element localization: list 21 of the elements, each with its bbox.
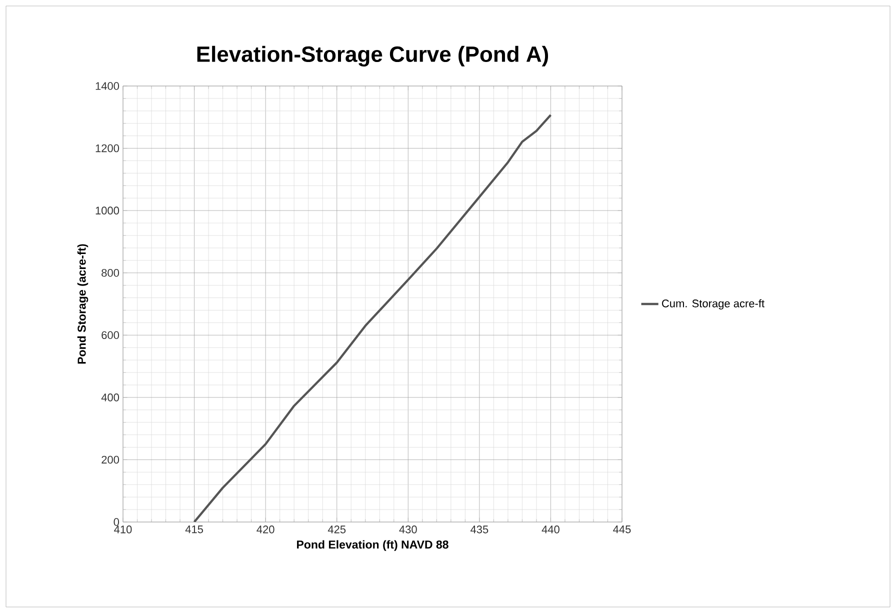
y-tick-label: 1000	[96, 206, 120, 214]
x-tick-label: 435	[470, 526, 488, 534]
chart-title: Elevation-Storage Curve (Pond A)	[197, 46, 548, 66]
y-tick-label: 0	[114, 518, 120, 526]
y-tick-label: 200	[102, 456, 120, 464]
x-tick-label: 420	[256, 526, 274, 534]
x-tick-label: 415	[185, 526, 203, 534]
x-tick-label: 410	[114, 526, 132, 534]
y-tick-label: 1200	[96, 144, 120, 152]
y-tick-label: 1400	[96, 82, 120, 90]
x-axis-title: Pond Elevation (ft) NAVD 88	[297, 540, 448, 551]
x-tick-label: 440	[542, 526, 560, 534]
y-tick-label: 400	[101, 394, 120, 402]
line-series	[193, 114, 552, 522]
x-tick-label: 425	[328, 526, 346, 534]
x-tick-label: 430	[399, 526, 417, 534]
y-axis-title: Pond Storage (acre-ft)	[77, 244, 88, 364]
x-tick-label: 445	[613, 526, 631, 534]
y-tick-label: 800	[102, 268, 120, 277]
legend-label: Cum. Storage acre-ft	[662, 299, 764, 310]
y-tick-label: 600	[102, 331, 120, 340]
